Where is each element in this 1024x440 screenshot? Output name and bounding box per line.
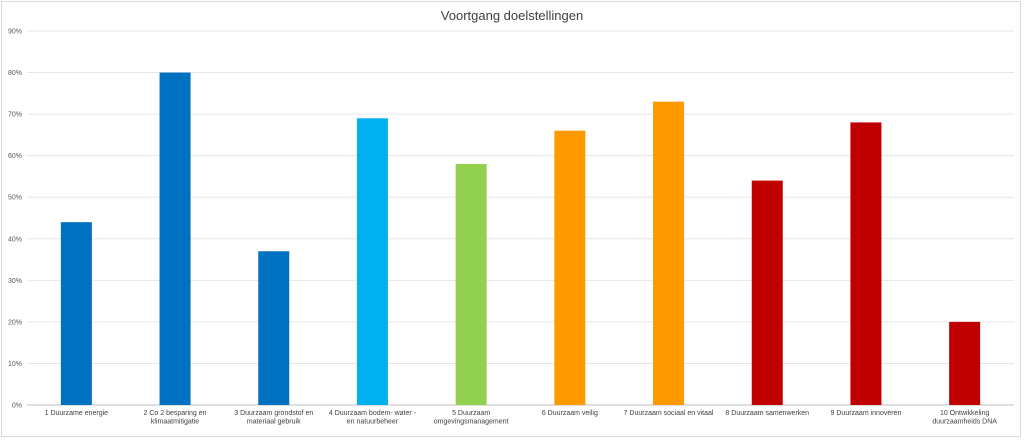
y-tick-label: 50% [8, 195, 22, 202]
x-tick-label: 5 Duurzaam omgevingsmanagement [434, 410, 509, 426]
bar [356, 118, 388, 406]
bar [554, 130, 586, 405]
y-tick-label: 10% [8, 361, 22, 368]
bar [751, 180, 783, 405]
x-tick-label-line: 6 Duurzaam veilig [542, 410, 598, 417]
y-tick-label: 20% [8, 319, 22, 326]
x-tick-label: 9 Duurzaam innoveren [831, 410, 902, 417]
y-tick-label: 90% [8, 29, 22, 36]
x-tick-label: 4 Duurzaam bodem- water - en natuurbeheer [329, 410, 417, 426]
bar [653, 101, 685, 406]
y-tick-label: 30% [8, 278, 22, 285]
x-tick-label-line: 10 Ontwikkeling [940, 410, 990, 417]
x-tick-label-line: 8 Duurzaam samenwerken [725, 410, 809, 417]
gridlines [27, 30, 1014, 406]
bar [60, 222, 92, 405]
x-axis-ticks: 1 Duurzame energie 2 Co 2 besparing en kli… [45, 410, 998, 426]
bars [60, 72, 981, 406]
x-tick-label: 2 Co 2 besparing en klimaatmitigatie [144, 410, 207, 426]
x-tick-label-line: 2 Co 2 besparing en [144, 410, 207, 417]
y-tick-label: 40% [8, 236, 22, 243]
bar [455, 163, 487, 405]
bar [258, 251, 290, 405]
x-tick-label-line: materiaal gebruik [247, 419, 301, 426]
bar [850, 122, 882, 405]
x-tick-label-line: en natuurbeheer [347, 419, 399, 426]
x-tick-label: 1 Duurzame energie [45, 410, 109, 417]
bar [159, 72, 191, 406]
x-tick-label-line: 7 Duurzaam sociaal en vitaal [624, 410, 714, 417]
x-tick-label-line: 5 Duurzaam [452, 410, 490, 417]
x-tick-label: 7 Duurzaam sociaal en vitaal [624, 410, 714, 417]
x-tick-label: 3 Duurzaam grondstof en materiaal gebruik [234, 410, 313, 426]
x-tick-label-line: 3 Duurzaam grondstof en [234, 410, 313, 417]
y-axis-ticks: 0% 10% 20% 30% 40% 50% 60% 70% 80% 90% [8, 29, 22, 410]
x-tick-label: 8 Duurzaam samenwerken [725, 410, 809, 417]
y-tick-label: 60% [8, 153, 22, 160]
x-tick-label: 6 Duurzaam veilig [542, 410, 598, 417]
y-tick-label: 80% [8, 70, 22, 77]
x-tick-label-line: duurzaamheids DNA [932, 419, 997, 426]
x-tick-label-line: 4 Duurzaam bodem- water - [329, 410, 417, 417]
bar [949, 321, 981, 405]
chart-title: Voortgang doelstellingen [441, 8, 583, 23]
x-tick-label-line: 9 Duurzaam innoveren [831, 410, 902, 417]
x-tick-label-line: 1 Duurzame energie [45, 410, 109, 417]
x-tick-label-line: omgevingsmanagement [434, 419, 509, 426]
y-tick-label: 0% [12, 403, 22, 410]
x-tick-label: 10 Ontwikkeling duurzaamheids DNA [932, 410, 997, 426]
x-tick-label-line: klimaatmitigatie [151, 419, 199, 426]
y-tick-label: 70% [8, 112, 22, 119]
